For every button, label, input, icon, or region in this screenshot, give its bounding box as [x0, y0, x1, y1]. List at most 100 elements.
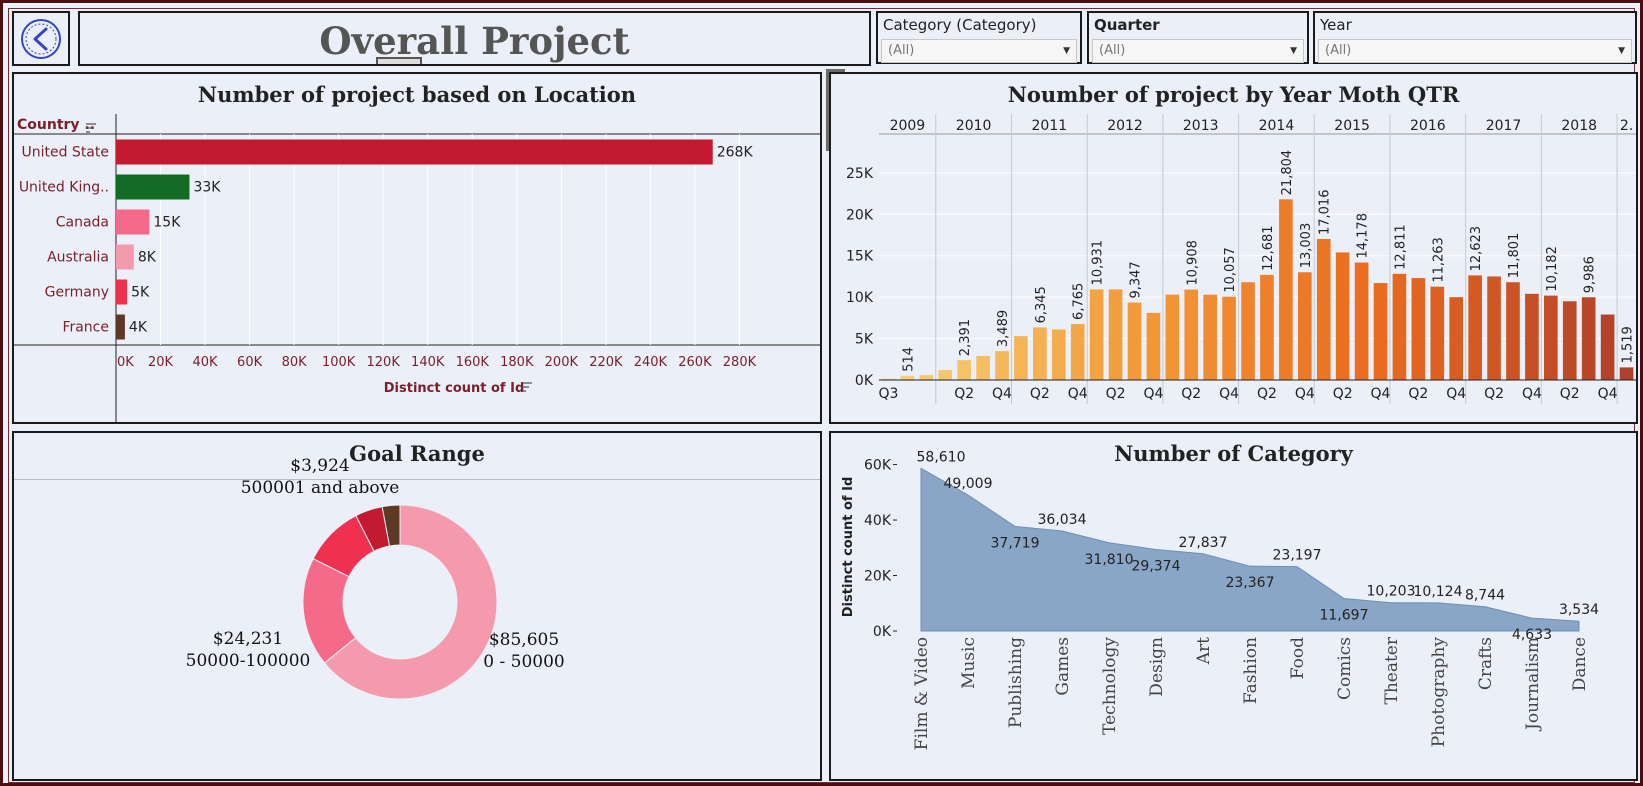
bar — [1108, 289, 1123, 380]
x-tick-label: 260K — [678, 355, 712, 370]
x-tick-label: 140K — [411, 355, 445, 370]
goal-title-divider — [14, 479, 820, 480]
bar — [995, 351, 1009, 380]
area-value-label: 4,633 — [1512, 627, 1552, 643]
chevron-down-icon: ▼ — [1063, 46, 1070, 56]
quarter-label: Q4 — [1598, 386, 1618, 402]
filter-year[interactable]: Year (All) ▼ — [1313, 11, 1637, 64]
bar — [1184, 289, 1199, 380]
country-label: France — [62, 320, 109, 336]
bar-value-label: 14,178 — [1356, 213, 1371, 259]
area-series — [920, 467, 1580, 632]
category-label: Crafts — [1476, 637, 1496, 690]
year-label: 2017 — [1486, 118, 1522, 134]
bar — [1014, 336, 1028, 380]
bar-value-label: 3,489 — [996, 310, 1011, 347]
filter-category-select[interactable]: (All) ▼ — [881, 39, 1077, 63]
bar-value-label: 12,623 — [1469, 226, 1484, 272]
bar-value-label: 514 — [901, 347, 916, 372]
category-chart-title: Number of Category — [1114, 441, 1353, 466]
bar-value-label: 12,681 — [1261, 225, 1276, 271]
back-arrow-icon — [21, 19, 61, 59]
bar-value-label: 21,804 — [1280, 150, 1295, 196]
filter-quarter-value: (All) — [1099, 43, 1126, 58]
sort-icon — [86, 123, 96, 133]
panel-category: Number of Category Distinct count of Id 0… — [829, 431, 1638, 781]
bar-value-label: 8K — [138, 250, 157, 266]
x-tick-label: 20K — [148, 355, 174, 370]
panel-location: Number of project based on Location Coun… — [12, 72, 822, 424]
bar-value-label: 11,801 — [1507, 233, 1522, 278]
bar — [1430, 286, 1445, 380]
filter-year-label: Year — [1320, 16, 1352, 34]
category-label: Art — [1194, 637, 1214, 665]
bar — [116, 139, 713, 165]
area-value-label: 29,374 — [1132, 559, 1181, 575]
quarter-label: Q2 — [1030, 386, 1050, 402]
quarter-label: Q2 — [1181, 386, 1201, 402]
quarter-label: Q4 — [1371, 386, 1391, 402]
filter-quarter-label: Quarter — [1094, 16, 1160, 34]
bar — [1619, 367, 1634, 380]
x-tick-label: 180K — [500, 355, 534, 370]
bar — [919, 375, 934, 380]
title-drag-handle[interactable] — [376, 57, 422, 64]
bar — [1525, 293, 1539, 380]
bar-value-label: 10,182 — [1545, 246, 1560, 292]
filter-category[interactable]: Category (Category) (All) ▼ — [876, 11, 1082, 64]
bar — [1316, 239, 1331, 380]
bar — [1089, 289, 1104, 380]
category-label: Dance — [1570, 637, 1590, 691]
bar-value-label: 1,519 — [1621, 326, 1636, 363]
filter-quarter-select[interactable]: (All) ▼ — [1092, 39, 1304, 63]
location-chart: Country .. 0K 20K 40K 60K 80K 100K 120K 140K 160K… — [14, 114, 820, 422]
donut-slice — [323, 504, 498, 700]
category-label: Journalism — [1523, 637, 1543, 732]
x-tick-label: 200K — [545, 355, 579, 370]
area-value-label: 10,124 — [1414, 584, 1463, 600]
back-button[interactable] — [12, 11, 70, 66]
x-tick-label: 240K — [634, 355, 668, 370]
filter-quarter[interactable]: Quarter (All) ▼ — [1087, 11, 1309, 64]
bar — [1449, 297, 1464, 380]
area-value-label: 31,810 — [1085, 552, 1134, 568]
quarter-label: Q2 — [1560, 386, 1580, 402]
slice-range-label: 0 - 50000 — [483, 652, 564, 672]
quarter-label: Q4 — [1295, 386, 1315, 402]
year-label: 2013 — [1183, 118, 1219, 134]
bar — [1127, 302, 1142, 380]
y-tick-label: 60K — [864, 458, 892, 474]
country-label: Germany — [45, 285, 109, 301]
bar-value-label: 17,016 — [1318, 190, 1333, 236]
area-value-label: 37,719 — [991, 535, 1040, 551]
bar — [1392, 273, 1407, 380]
y-axis-title: Distinct count of Id — [841, 477, 856, 618]
timeline-chart-title: Noumber of project by Year Moth QTR — [1007, 82, 1460, 107]
x-tick-label: 120K — [367, 355, 401, 370]
bar — [1468, 275, 1482, 380]
x-axis-title: Distinct count of Id — [384, 381, 525, 396]
bar — [1506, 282, 1520, 380]
bar-value-label: 9,986 — [1583, 256, 1598, 293]
quarter-label: Q2 — [954, 386, 974, 402]
bar — [1146, 312, 1161, 380]
bar — [1335, 252, 1350, 380]
bar — [116, 174, 190, 200]
chevron-down-icon: ▼ — [1618, 46, 1625, 56]
slice-range-label: 50000-100000 — [186, 651, 311, 671]
bar-value-label: 9,347 — [1128, 261, 1143, 298]
filter-year-select[interactable]: (All) ▼ — [1318, 39, 1632, 63]
quarter-label: Q2 — [1333, 386, 1353, 402]
year-label: 2014 — [1259, 118, 1295, 134]
x-tick-label: 100K — [322, 355, 356, 370]
slice-value-label: $3,924 — [290, 456, 349, 476]
year-label: 2010 — [956, 118, 992, 134]
bar-value-label: 10,057 — [1223, 247, 1238, 293]
bar — [116, 244, 134, 270]
area-value-label: 10,203 — [1367, 584, 1416, 600]
bar — [1411, 278, 1426, 380]
category-label: Music — [959, 637, 979, 689]
y-tick-label: 0K — [855, 373, 874, 389]
year-label: 2016 — [1410, 118, 1446, 134]
